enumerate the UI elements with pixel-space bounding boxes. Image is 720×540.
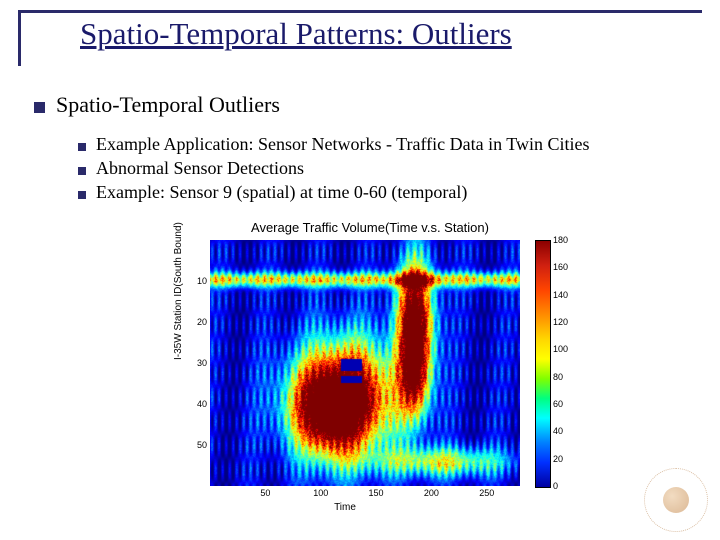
x-tick: 200 xyxy=(416,488,446,498)
heatmap-chart: Average Traffic Volume(Time v.s. Station… xyxy=(155,220,585,520)
bullet-l2 xyxy=(78,167,86,175)
y-tick: 40 xyxy=(187,399,207,409)
y-tick: 20 xyxy=(187,317,207,327)
colorbar-tick: 180 xyxy=(553,235,568,245)
x-axis-label: Time xyxy=(155,502,535,513)
colorbar-tick: 20 xyxy=(553,454,563,464)
colorbar-tick: 40 xyxy=(553,426,563,436)
colorbar xyxy=(535,240,551,488)
watermark-logo xyxy=(644,468,708,532)
bullet-l1 xyxy=(34,102,45,113)
page-title: Spatio-Temporal Patterns: Outliers xyxy=(80,16,512,52)
x-tick: 50 xyxy=(250,488,280,498)
x-tick: 150 xyxy=(361,488,391,498)
bullet-item-1: Abnormal Sensor Detections xyxy=(96,158,304,179)
bullet-l2 xyxy=(78,143,86,151)
y-tick: 30 xyxy=(187,358,207,368)
section-heading: Spatio-Temporal Outliers xyxy=(56,92,280,118)
colorbar-tick: 140 xyxy=(553,290,568,300)
colorbar-tick: 100 xyxy=(553,344,568,354)
rule-top xyxy=(18,10,702,13)
colorbar-tick: 80 xyxy=(553,372,563,382)
y-tick: 10 xyxy=(187,276,207,286)
chart-title: Average Traffic Volume(Time v.s. Station… xyxy=(155,220,585,235)
bullet-item-2: Example: Sensor 9 (spatial) at time 0-60… xyxy=(96,182,467,203)
x-tick: 250 xyxy=(472,488,502,498)
heatmap-plot xyxy=(210,240,520,486)
colorbar-tick: 120 xyxy=(553,317,568,327)
colorbar-tick: 60 xyxy=(553,399,563,409)
colorbar-tick: 160 xyxy=(553,262,568,272)
bullet-item-0: Example Application: Sensor Networks - T… xyxy=(96,134,590,155)
rule-left xyxy=(18,10,21,66)
y-axis-label: I-35W Station ID(South Bound) xyxy=(173,222,184,360)
bullet-l2 xyxy=(78,191,86,199)
y-tick: 50 xyxy=(187,440,207,450)
x-tick: 100 xyxy=(306,488,336,498)
colorbar-tick: 0 xyxy=(553,481,558,491)
